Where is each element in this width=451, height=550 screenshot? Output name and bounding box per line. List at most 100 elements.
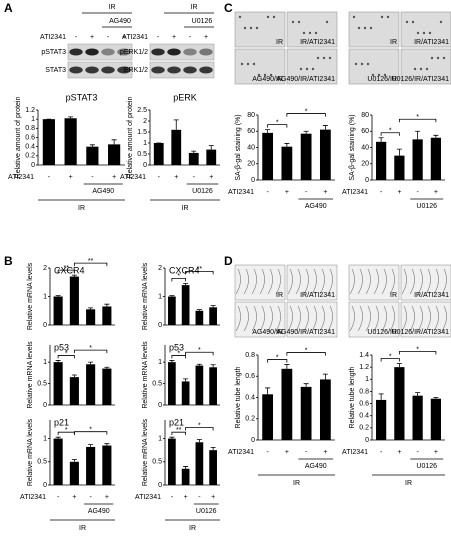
- tube: [327, 305, 333, 332]
- significance-label: *: [65, 427, 68, 434]
- tube: [425, 268, 431, 295]
- bar: [69, 377, 79, 405]
- tube: [365, 268, 371, 295]
- blot-band: [151, 66, 165, 74]
- x-tick-label: -: [198, 494, 201, 501]
- micrograph-label: AG490/IR/ATI2341: [276, 329, 335, 336]
- error-bar: [210, 446, 216, 451]
- error-bar: [396, 148, 402, 156]
- error-bar: [55, 436, 61, 439]
- micrograph: [286, 301, 338, 338]
- tube: [295, 268, 301, 295]
- micrograph: [400, 301, 451, 338]
- y-tick-label: 60: [361, 128, 369, 135]
- cell: [311, 67, 315, 71]
- tube: [287, 268, 293, 295]
- error-bar: [265, 387, 271, 395]
- x-tick-label: +: [112, 174, 116, 181]
- cell: [413, 67, 417, 71]
- x-tick-label: +: [323, 449, 327, 456]
- y-tick-label: 20: [361, 161, 369, 168]
- cell: [422, 31, 426, 35]
- y-tick-label: 2: [43, 265, 47, 272]
- tube: [275, 268, 281, 295]
- error-bar: [265, 129, 271, 133]
- panel-label: D: [224, 254, 233, 268]
- y-axis-label: SA-β-gal staining (%): [349, 114, 356, 180]
- x-tick-label: +: [397, 449, 401, 456]
- micrograph-label: IR/ATI2341: [300, 292, 335, 299]
- group-label: IR: [191, 4, 198, 11]
- y-tick-label: 2.5: [137, 107, 147, 114]
- bar: [102, 368, 112, 405]
- tube: [349, 268, 355, 295]
- tube: [235, 268, 241, 295]
- y-axis-label: Relative mRNA levels: [27, 262, 34, 330]
- group-label: IR: [405, 480, 412, 487]
- error-bar: [196, 309, 202, 311]
- y-tick-label: 0.5: [37, 459, 47, 466]
- cell: [428, 31, 432, 35]
- cell: [425, 67, 429, 71]
- tube: [259, 305, 265, 332]
- significance-bracket: [171, 355, 187, 359]
- chart-title: pERK: [173, 92, 197, 102]
- row-label: ATI2341: [122, 34, 148, 41]
- blot-strip: [67, 43, 133, 61]
- y-tick-label: 0.5: [152, 380, 162, 387]
- bar: [168, 438, 176, 485]
- tube: [303, 268, 309, 295]
- y-tick-label: 0: [143, 162, 147, 169]
- blot-band: [151, 48, 165, 56]
- tube: [401, 305, 407, 332]
- row-label: ATI2341: [20, 494, 46, 501]
- bar: [262, 132, 274, 180]
- error-bar: [183, 466, 189, 469]
- micrograph-label: IR/ATI2341: [414, 39, 449, 46]
- tube: [311, 268, 317, 295]
- row-label: ATI2341: [342, 449, 368, 456]
- significance-bracket: [57, 269, 75, 274]
- micrograph: [234, 264, 286, 301]
- y-axis-label: SA-β-gal staining (%): [235, 114, 242, 180]
- y-tick-label: 1: [43, 359, 47, 366]
- y-tick-label: 0.8: [25, 125, 35, 132]
- bar: [64, 118, 77, 165]
- micrograph-label: AG490/IR: [252, 329, 283, 336]
- y-tick-label: 1: [365, 376, 369, 383]
- error-bar: [169, 436, 175, 439]
- error-bar: [71, 274, 77, 277]
- tube: [381, 305, 387, 332]
- bar: [181, 381, 190, 405]
- bar: [394, 367, 405, 440]
- band-label: pERK1/2: [120, 49, 148, 56]
- bar: [86, 309, 96, 325]
- bar: [53, 362, 63, 405]
- cell: [269, 73, 273, 77]
- x-tick-label: +: [105, 494, 109, 501]
- y-tick-label: 1: [158, 359, 162, 366]
- row-label: ATI2341: [228, 189, 254, 196]
- error-bar: [68, 116, 74, 119]
- cell: [302, 31, 306, 35]
- band-label: STAT3: [45, 67, 66, 74]
- error-bar: [183, 378, 189, 382]
- panel-label: B: [4, 254, 13, 268]
- micrograph-label: IR/ATI2341: [300, 39, 335, 46]
- tube: [275, 305, 281, 332]
- tube: [251, 268, 257, 295]
- y-tick-label: 40: [247, 144, 255, 151]
- significance-label: *: [276, 354, 279, 361]
- x-tick-label: -: [380, 449, 383, 456]
- error-bar: [396, 363, 402, 368]
- x-tick-label: +: [184, 494, 188, 501]
- y-axis-label: Relative mRNA levels: [142, 341, 149, 409]
- micrograph: [400, 11, 451, 48]
- y-tick-label: 0.8: [359, 388, 369, 395]
- row-label: ATI2341: [120, 174, 146, 181]
- x-tick-label: -: [89, 494, 92, 501]
- blot-band: [85, 66, 99, 74]
- error-bar: [104, 366, 110, 369]
- error-bar: [210, 305, 216, 308]
- cell: [360, 62, 364, 66]
